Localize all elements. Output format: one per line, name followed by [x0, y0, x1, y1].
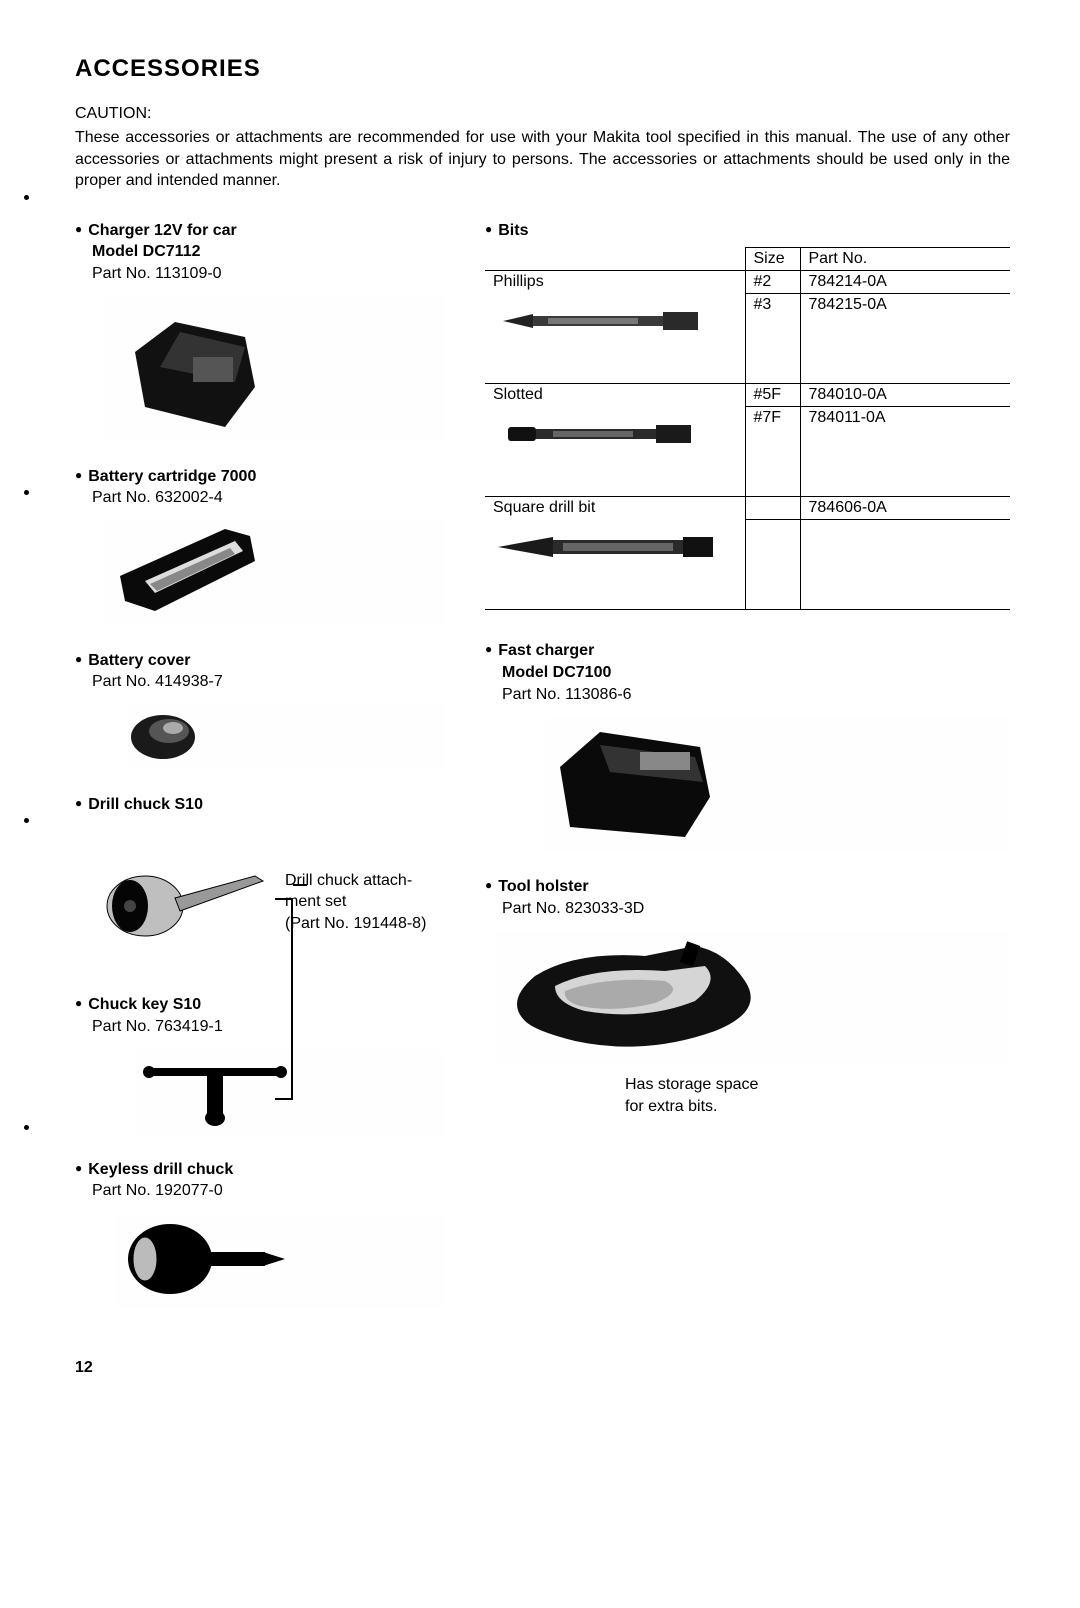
keyless-title: Keyless drill chuck: [75, 1161, 233, 1178]
fast-charger-part: Part No. 113086-6: [502, 686, 632, 703]
page-title: ACCESSORIES: [75, 55, 1010, 83]
holster-part: Part No. 823033-3D: [502, 900, 644, 917]
holster-note1: Has storage space: [625, 1076, 758, 1093]
keyless-image: [115, 1214, 445, 1309]
drill-chuck-image: [95, 856, 295, 951]
p3-part: 784215-0A: [800, 294, 1010, 384]
sq-part: 784606-0A: [800, 497, 1010, 520]
square-label: Square drill bit: [485, 497, 745, 520]
attach-l3: (Part No. 191448-8): [285, 915, 426, 932]
fast-charger-image: [545, 717, 1010, 852]
keyless-part: Part No. 192077-0: [92, 1182, 223, 1199]
charger-model: Model DC7112: [92, 243, 200, 260]
caution-heading: CAUTION:: [75, 105, 1010, 123]
bits-table: Size Part No. Phillips #2 784214-0A: [485, 247, 1010, 610]
battery-cover-title: Battery cover: [75, 652, 191, 669]
drill-chuck-title: Drill chuck S10: [75, 796, 203, 813]
s7-size: #7F: [745, 407, 800, 497]
phillips-image: [485, 294, 745, 384]
battery-cover-part: Part No. 414938-7: [92, 673, 223, 690]
slotted-label: Slotted: [485, 384, 745, 407]
chuck-key-part: Part No. 763419-1: [92, 1018, 223, 1035]
holster-note2: for extra bits.: [625, 1098, 717, 1115]
fast-charger-title: Fast charger: [485, 642, 594, 659]
battery-cart-image: [105, 521, 445, 626]
p3-size: #3: [745, 294, 800, 384]
charger-image: [105, 297, 445, 442]
size-header: Size: [745, 248, 800, 271]
charger-part: Part No. 113109-0: [92, 265, 222, 282]
left-column: Charger 12V for car Model DC7112 Part No…: [75, 220, 445, 1319]
square-image: [485, 520, 745, 610]
part-header: Part No.: [800, 248, 1010, 271]
caution-text: These accessories or attachments are rec…: [75, 127, 1010, 192]
slotted-image: [485, 407, 745, 497]
p2-size: #2: [745, 271, 800, 294]
bits-heading: Bits: [485, 222, 528, 239]
charger-title: Charger 12V for car: [75, 222, 237, 239]
p2-part: 784214-0A: [800, 271, 1010, 294]
holster-title: Tool holster: [485, 878, 589, 895]
chuck-key-title: Chuck key S10: [75, 996, 201, 1013]
fast-charger-model: Model DC7100: [502, 664, 611, 681]
phillips-label: Phillips: [485, 271, 745, 294]
s7-part: 784011-0A: [800, 407, 1010, 497]
page-number: 12: [75, 1359, 1010, 1377]
s5-part: 784010-0A: [800, 384, 1010, 407]
battery-cart-part: Part No. 632002-4: [92, 489, 223, 506]
s5-size: #5F: [745, 384, 800, 407]
holster-image: [495, 931, 1010, 1066]
battery-cart-title: Battery cartridge 7000: [75, 468, 256, 485]
battery-cover-image: [125, 705, 445, 770]
right-column: Bits Size Part No. Phillips #2 784214-0A: [485, 220, 1010, 1319]
